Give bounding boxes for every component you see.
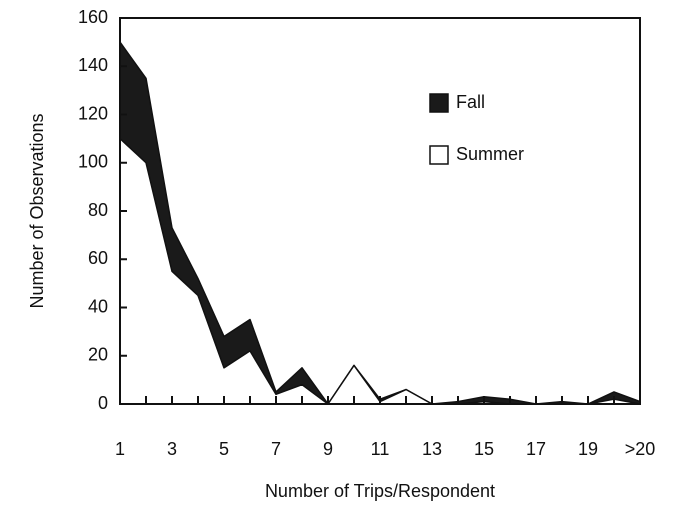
y-tick-label: 60 <box>88 248 108 268</box>
x-tick-label: 11 <box>371 439 390 459</box>
x-tick-label: 13 <box>422 439 442 459</box>
legend-label: Summer <box>456 144 524 164</box>
y-tick-label: 120 <box>78 103 108 123</box>
x-axis-label: Number of Trips/Respondent <box>265 481 495 501</box>
area <box>119 137 641 405</box>
y-tick-label: 80 <box>88 200 108 220</box>
x-tick-label: 5 <box>219 439 229 459</box>
x-tick-label: >20 <box>625 439 656 459</box>
x-tick-label: 3 <box>167 439 177 459</box>
y-axis-label: Number of Observations <box>27 113 47 308</box>
x-tick-label: 1 <box>115 439 125 459</box>
y-tick-label: 160 <box>78 7 108 27</box>
x-tick-label: 9 <box>323 439 333 459</box>
y-tick-label: 0 <box>98 393 108 413</box>
legend-swatch <box>429 145 449 165</box>
legend-label: Fall <box>456 92 485 112</box>
y-tick-label: 20 <box>88 345 108 365</box>
x-tick-label: 7 <box>271 439 281 459</box>
x-tick-label: 19 <box>578 439 598 459</box>
y-tick-label: 40 <box>88 296 108 316</box>
x-tick-label: 17 <box>526 439 546 459</box>
y-tick-label: 100 <box>78 152 108 172</box>
legend-swatch <box>429 93 449 113</box>
y-tick-label: 140 <box>78 55 108 75</box>
x-tick-label: 15 <box>474 439 494 459</box>
